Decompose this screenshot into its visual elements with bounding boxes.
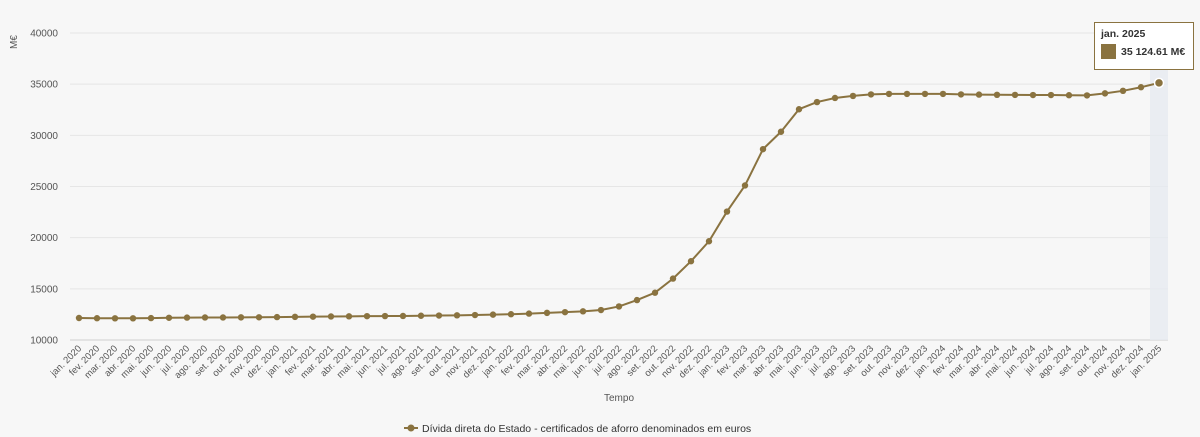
data-point[interactable] bbox=[129, 315, 137, 322]
data-point[interactable] bbox=[471, 311, 479, 319]
data-point[interactable] bbox=[309, 313, 317, 320]
data-point[interactable] bbox=[255, 314, 263, 321]
data-point[interactable] bbox=[1029, 91, 1037, 99]
data-point[interactable] bbox=[489, 311, 497, 318]
data-point[interactable] bbox=[165, 314, 173, 321]
y-tick-label: 40000 bbox=[30, 29, 58, 40]
data-point[interactable] bbox=[615, 303, 623, 310]
data-point[interactable] bbox=[345, 313, 353, 320]
data-point[interactable] bbox=[777, 128, 785, 135]
data-point[interactable] bbox=[705, 238, 713, 245]
data-point[interactable] bbox=[759, 145, 767, 153]
data-point[interactable] bbox=[993, 91, 1001, 99]
data-point[interactable] bbox=[831, 94, 839, 102]
data-point[interactable] bbox=[417, 312, 425, 319]
data-point[interactable] bbox=[597, 306, 605, 314]
data-point[interactable] bbox=[381, 312, 389, 320]
data-point[interactable] bbox=[363, 312, 371, 320]
data-point[interactable] bbox=[273, 313, 281, 321]
y-tick-label: 20000 bbox=[30, 233, 58, 244]
tooltip-swatch bbox=[1101, 44, 1116, 59]
data-point[interactable] bbox=[327, 313, 335, 320]
data-point[interactable] bbox=[435, 312, 443, 319]
data-point[interactable] bbox=[93, 315, 101, 322]
y-tick-label: 10000 bbox=[30, 336, 58, 347]
y-axis-title: M€ bbox=[9, 35, 20, 49]
data-point[interactable] bbox=[1047, 91, 1055, 99]
x-axis-title: Tempo bbox=[604, 393, 634, 404]
data-point[interactable] bbox=[201, 314, 209, 321]
data-point[interactable] bbox=[885, 90, 893, 98]
data-point[interactable] bbox=[1101, 90, 1109, 97]
data-point[interactable] bbox=[651, 289, 659, 296]
data-point[interactable] bbox=[147, 314, 155, 322]
data-point[interactable] bbox=[921, 90, 929, 98]
data-point[interactable] bbox=[723, 208, 731, 215]
data-point[interactable] bbox=[237, 314, 245, 321]
data-point[interactable] bbox=[1083, 92, 1091, 99]
data-point[interactable] bbox=[399, 312, 407, 320]
series bbox=[75, 77, 1165, 322]
y-tick-label: 25000 bbox=[30, 182, 58, 193]
data-point[interactable] bbox=[543, 309, 551, 317]
tooltip-value: 35 124.61 M€ bbox=[1121, 45, 1186, 58]
data-point[interactable] bbox=[219, 314, 227, 321]
y-tick-label: 30000 bbox=[30, 131, 58, 142]
data-point[interactable] bbox=[669, 275, 677, 282]
y-tick-label: 35000 bbox=[30, 80, 58, 91]
data-point[interactable] bbox=[975, 91, 983, 98]
data-point[interactable] bbox=[687, 258, 695, 265]
data-point[interactable] bbox=[903, 90, 911, 98]
data-point[interactable] bbox=[795, 106, 803, 113]
data-point[interactable] bbox=[939, 90, 947, 98]
legend-point-marker bbox=[407, 424, 415, 432]
hover-band-rect bbox=[1150, 33, 1168, 340]
data-point[interactable] bbox=[525, 310, 533, 317]
y-tick-label: 15000 bbox=[30, 284, 58, 295]
hover-band bbox=[1150, 33, 1168, 340]
gridlines bbox=[70, 32, 1168, 341]
legend[interactable]: Dívida direta do Estado - certificados d… bbox=[404, 423, 751, 435]
data-point[interactable] bbox=[291, 313, 299, 321]
series-line bbox=[78, 81, 1160, 320]
data-point[interactable] bbox=[741, 182, 749, 189]
data-point[interactable] bbox=[957, 91, 965, 98]
data-point[interactable] bbox=[453, 312, 461, 319]
data-point[interactable] bbox=[579, 308, 587, 315]
data-point[interactable] bbox=[111, 315, 119, 322]
data-point[interactable] bbox=[1153, 77, 1165, 89]
data-point[interactable] bbox=[849, 92, 857, 100]
data-point[interactable] bbox=[183, 314, 191, 321]
data-point[interactable] bbox=[75, 314, 83, 322]
data-point[interactable] bbox=[1065, 92, 1073, 99]
y-axis-ticks: 10000 15000 20000 25000 30000 35000 40000 bbox=[30, 29, 58, 347]
data-point[interactable] bbox=[507, 311, 515, 318]
data-point[interactable] bbox=[1011, 91, 1019, 99]
data-point[interactable] bbox=[1137, 84, 1145, 91]
data-point[interactable] bbox=[867, 91, 875, 98]
legend-label: Dívida direta do Estado - certificados d… bbox=[422, 423, 751, 435]
data-point[interactable] bbox=[633, 296, 641, 304]
data-point[interactable] bbox=[813, 98, 821, 106]
tooltip: jan. 2025 35 124.61 M€ bbox=[1094, 22, 1194, 70]
data-point[interactable] bbox=[1119, 87, 1127, 95]
tooltip-title: jan. 2025 bbox=[1101, 28, 1146, 40]
data-point[interactable] bbox=[561, 308, 569, 316]
